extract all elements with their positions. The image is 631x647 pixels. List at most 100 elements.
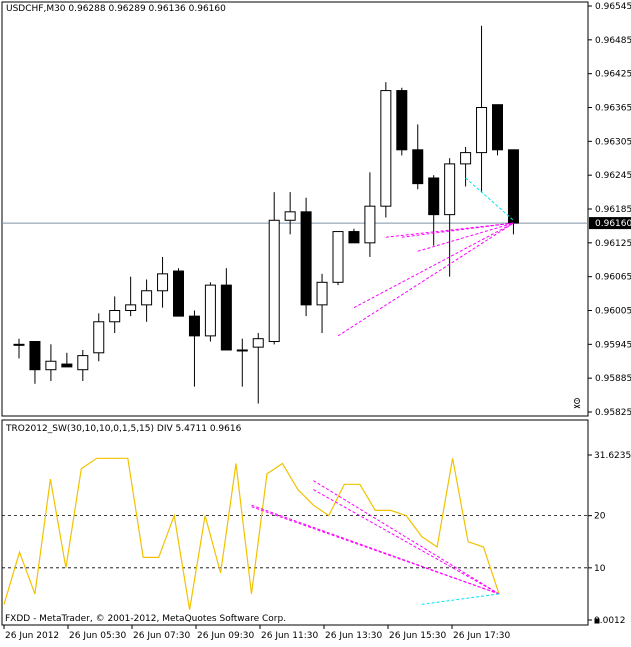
candle: [412, 124, 424, 190]
candle: [460, 146, 472, 187]
indicator-divergence-line: [251, 504, 500, 595]
indicator-divergence-lines: [251, 480, 500, 605]
candle: [93, 313, 105, 362]
candle: [380, 82, 392, 218]
bull-candle-body: [109, 310, 121, 323]
candle: [492, 104, 503, 156]
bull-candle-body: [236, 349, 248, 352]
bear-candle-body: [188, 315, 200, 337]
candle: [507, 149, 519, 235]
candle: [204, 282, 216, 342]
indicator-scale-label: 10: [594, 564, 606, 574]
candle: [300, 197, 312, 317]
price-label: 0.96245: [595, 171, 631, 181]
divergence-line: [401, 222, 514, 238]
divergence-line: [353, 222, 514, 309]
time-label: 26 Jun 09:30: [197, 631, 254, 641]
indicator-divergence-line: [313, 489, 500, 595]
indicator-header: TRO2012_SW(30,10,10,0,1,5,15) DIV 5.4711…: [6, 424, 242, 434]
bull-candle-body: [316, 281, 328, 306]
divergence-line: [465, 177, 514, 221]
indicator-panel-frame: [1, 419, 589, 626]
indicator-scale-label: 20: [594, 512, 606, 522]
candlestick-series[interactable]: [13, 25, 519, 404]
price-label: 0.95885: [595, 374, 631, 384]
bull-candle-body: [125, 304, 137, 312]
bear-candle-body: [348, 231, 360, 244]
indicator-divergence-line: [251, 506, 500, 595]
time-label: 26 Jun 07:30: [133, 631, 190, 641]
bear-candle-body: [396, 90, 408, 151]
candle: [284, 192, 296, 235]
candle: [476, 25, 488, 193]
candle: [444, 158, 456, 277]
indicator-divergence-line: [313, 480, 500, 595]
candle: [316, 273, 328, 334]
price-label: 0.96005: [595, 307, 631, 317]
price-label: 0.96545: [595, 2, 631, 12]
price-axis: 0.96545 0.96485 0.96425 0.96365 0.96305 0.962…: [588, 2, 631, 418]
bull-candle-body: [13, 343, 25, 346]
price-label: 0.96125: [595, 239, 631, 249]
bear-candle-body: [507, 149, 519, 224]
bear-candle-body: [412, 149, 424, 185]
copyright-footer: FXDD - MetaTrader, © 2001-2012, MetaQuot…: [5, 614, 287, 624]
candle: [13, 338, 25, 359]
price-label: 0.96065: [595, 273, 631, 283]
price-label: 0.96185: [595, 205, 631, 215]
candle: [268, 192, 280, 345]
bear-candle-body: [492, 104, 503, 151]
candle: [348, 228, 360, 244]
candle: [29, 341, 41, 384]
candle: [45, 344, 57, 381]
price-label: 0.96365: [595, 104, 631, 114]
candle: [396, 87, 408, 156]
bear-candle-body: [428, 177, 440, 216]
corner-icon: [594, 618, 600, 624]
time-label: 26 Jun 17:30: [453, 631, 510, 641]
price-label: 0.96305: [595, 137, 631, 147]
candle: [188, 310, 200, 387]
chart-frames: [1, 1, 589, 626]
time-label: 26 Jun 11:30: [261, 631, 318, 641]
bear-candle-body: [220, 284, 232, 351]
bull-candle-body: [93, 321, 105, 354]
bull-candle-body: [460, 152, 472, 165]
bear-candle-body: [173, 270, 184, 317]
indicator-levels: [2, 515, 588, 569]
indicator-axis: 31.6235 20 10 0.0012: [588, 451, 631, 626]
bear-candle-body: [29, 341, 41, 371]
time-axis: 26 Jun 2012 26 Jun 05:30 26 Jun 07:30 26 Ju…: [3, 625, 510, 641]
price-label: 0.95825: [595, 408, 631, 418]
time-label: 26 Jun 13:30: [325, 631, 382, 641]
symbol-header: USDCHF,M30 0.96288 0.96289 0.96136 0.961…: [6, 4, 226, 14]
time-label: 26 Jun 15:30: [389, 631, 446, 641]
current-price-label: 0.96160: [595, 219, 631, 229]
bull-candle-body: [284, 211, 296, 221]
bull-candle-body: [141, 290, 153, 306]
bull-candle-body: [364, 205, 376, 244]
bear-candle-body: [300, 211, 312, 306]
indicator-scale-label: 0.0012: [594, 616, 626, 626]
bull-candle-body: [157, 273, 169, 292]
bull-candle-body: [77, 355, 89, 371]
divergence-line: [417, 222, 514, 252]
time-label: 26 Jun 2012: [5, 631, 59, 641]
candle: [77, 349, 89, 381]
current-price-badge: [589, 217, 631, 230]
price-label: 0.96485: [595, 36, 631, 46]
bull-candle-body: [332, 231, 344, 283]
time-label: 26 Jun 05:30: [69, 631, 126, 641]
bull-candle-body: [45, 360, 57, 371]
bull-candle-body: [268, 219, 280, 343]
price-divergence-lines: [337, 177, 514, 337]
candle: [173, 268, 184, 317]
current-price-line: 0.96160: [2, 217, 631, 230]
indicator-scale-label: 31.6235: [594, 451, 631, 461]
candle: [109, 296, 121, 334]
candle: [141, 279, 153, 322]
bull-candle-body: [380, 90, 392, 207]
price-label: 0.95945: [595, 340, 631, 350]
candle: [220, 268, 232, 351]
